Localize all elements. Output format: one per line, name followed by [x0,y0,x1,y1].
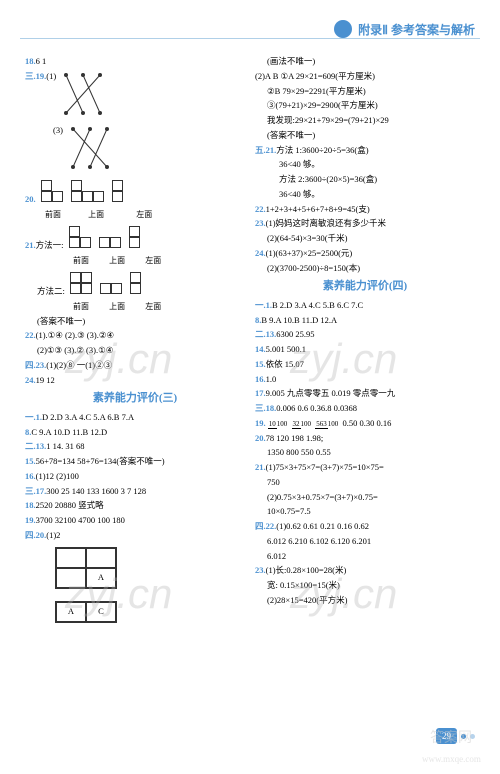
s3-item-13: 二.13.1 14. 31 68 [25,440,245,453]
s4-item-21b: 750 [267,476,475,489]
r-item-24b: (2)(3700-2500)÷8=150(本) [267,262,475,275]
r-line-3: ②B 79×29=2291(平方厘米) [267,85,475,98]
r-item-22: 22.1+2+3+4+5+6+7+8+9=45(支) [255,203,475,216]
item-20: 20. [25,177,245,206]
view-labels-1: 前面 上面 左面 [45,208,245,221]
s3-item-1: 一.1.D 2.D 3.A 4.C 5.A 6.B 7.A [25,411,245,424]
s4-item-8: 8.B 9.A 10.B 11.D 12.A [255,314,475,327]
r-item-23: 23.(1)妈妈这时离敏浪还有多少千米 [255,217,475,230]
item-18: 18.6 1 [25,55,245,68]
item-21b: 方法二: [37,269,245,298]
item-24: 24.19 12 [25,374,245,387]
blocks-left-1 [112,180,123,202]
s4-item-23c: (2)28×15=420(平方米) [267,594,475,607]
svg-text:www.mxqe.com: www.mxqe.com [422,754,481,764]
s3-item-8: 8.C 9.A 10.D 11.B 12.D [25,426,245,439]
blocks-m2-left [130,272,141,294]
view-labels-3: 前面 上面 左面 [73,300,245,313]
item-22b: (2)①③ (3).② (3).①④ [37,344,245,357]
item-19: 三.19.(1) [25,70,245,122]
globe-icon [334,20,352,38]
s4-item-21: 21.(1)75×3+75×7=(3+7)×75=10×75= [255,461,475,474]
r-line-2: (2)A B ①A 29×21=609(平方厘米) [255,70,475,83]
table-1: A [55,544,245,592]
left-column: 18.6 1 三.19.(1) (3) 20. 前面 上面 左面 21.方法一: [25,55,245,626]
r-item-23b: (2)(64-54)×3=30(千米) [267,232,475,245]
s4-item-21c: (2)0.75×3+0.75×7=(3+7)×0.75= [267,491,475,504]
main-content: 18.6 1 三.19.(1) (3) 20. 前面 上面 左面 21.方法一: [25,55,475,626]
view-labels-2: 前面 上面 左面 [73,254,245,267]
crossing-diagram-3 [65,124,120,176]
s4-item-19: 19. 10100 32100 563100 0.50 0.30 0.16 [255,417,475,430]
section-3-title: 素养能力评价(三) [25,390,245,407]
s4-item-20: 20.78 120 198 1.98; [255,432,475,445]
blocks-m2-front [70,272,92,294]
s4-item-13: 二.13.6300 25.95 [255,328,475,341]
blocks-m1-left [129,226,140,248]
table-2: AC [55,598,245,626]
s4-item-23: 23.(1)长:0.28×100=28(米) [255,564,475,577]
svg-text:答案网: 答案网 [430,729,472,745]
header-title: 附录Ⅱ 参考答案与解析 [358,21,475,38]
s3-item-20: 四.20.(1)2 [25,529,245,542]
s4-item-23b: 宽: 0.15×100=15(米) [267,579,475,592]
s4-item-15: 15.依依 15.07 [255,358,475,371]
s4-item-22b: 6.012 6.210 6.102 6.120 6.201 [267,535,475,548]
s3-item-17: 三.17.300 25 140 133 1600 3 7 128 [25,485,245,498]
s3-item-18: 18.2520 20880 竖式略 [25,499,245,512]
corner-watermark: 答案网 www.mxqe.com [420,722,500,772]
blocks-m2-top [100,283,122,294]
item-23: 四.23.(1)(2)⑧ 一(1)②③ [25,359,245,372]
right-column: (画法不唯一) (2)A B ①A 29×21=609(平方厘米) ②B 79×… [255,55,475,626]
page-header: 附录Ⅱ 参考答案与解析 [334,20,475,38]
s4-item-21d: 10×0.75=7.5 [267,505,475,518]
item-22: 22.(1).①④ (2).③ (3).②④ [25,329,245,342]
r-item-21: 五.21.方法 1:3600÷20÷5=36(盒) [255,144,475,157]
r-line-1: (画法不唯一) [267,55,475,68]
header-divider [20,38,480,39]
r-item-21c: 方法 2:3600÷(20×5)=36(盒) [279,173,475,186]
item-21-note: (答案不唯一) [37,315,245,328]
blocks-m1-top [99,237,121,248]
s4-item-14: 14.5.001 500.1 [255,343,475,356]
item-21: 21.方法一: [25,223,245,252]
s4-item-16: 16.1.0 [255,373,475,386]
r-item-24: 24.(1)(63+37)×25=2500(元) [255,247,475,260]
r-item-21d: 36<40 够。 [279,188,475,201]
blocks-top-1 [71,180,104,202]
s3-item-19: 19.3700 32100 4700 100 180 [25,514,245,527]
s4-item-17: 17.9.005 九点零零五 0.019 零点零一九 [255,387,475,400]
s4-item-1: 一.1.B 2.D 3.A 4.C 5.B 6.C 7.C [255,299,475,312]
item-19-3: (3) [53,124,245,176]
s4-item-22c: 6.012 [267,550,475,563]
section-4-title: 素养能力评价(四) [255,278,475,295]
s4-item-18: 三.18.0.006 0.6 0.36.8 0.0368 [255,402,475,415]
s4-item-22: 四.22.(1)0.62 0.61 0.21 0.16 0.62 [255,520,475,533]
s4-item-20b: 1350 800 550 0.55 [267,446,475,459]
r-item-21b: 36<40 够。 [279,158,475,171]
r-line-5: 我发现:29×21+79×29=(79+21)×29 [267,114,475,127]
r-line-4: ③(79+21)×29=2900(平方厘米) [267,99,475,112]
crossing-diagram-1 [58,70,113,122]
s3-item-15: 15.56+78=134 58+76=134(答案不唯一) [25,455,245,468]
s3-item-16: 16.(1)12 (2)100 [25,470,245,483]
r-line-6: (答案不唯一) [267,129,475,142]
blocks-front-1 [41,180,63,202]
blocks-m1-front [69,226,91,248]
